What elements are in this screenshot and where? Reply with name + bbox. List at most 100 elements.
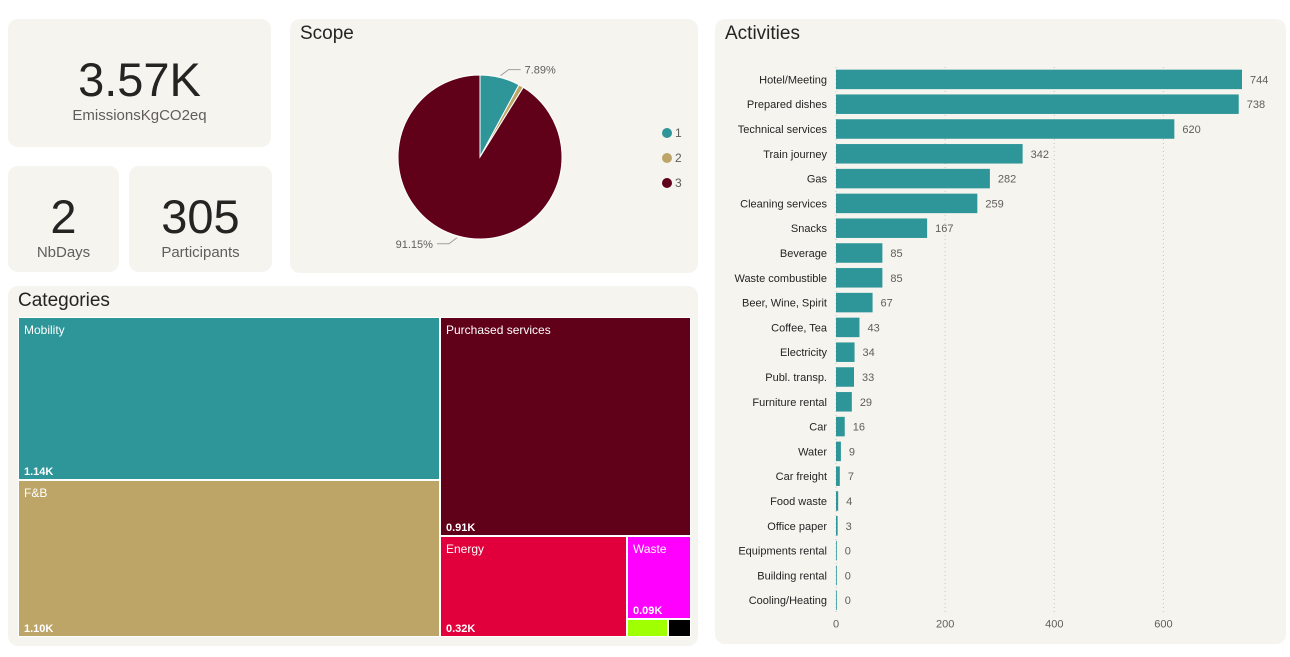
y-category-label: Food waste xyxy=(770,496,827,508)
treemap-cell-value: 0.91K xyxy=(446,522,476,534)
treemap-cell-value: 0.09K xyxy=(633,605,663,617)
bar-car[interactable] xyxy=(836,416,845,437)
bar-cleaning-services[interactable] xyxy=(836,193,978,214)
bar-water[interactable] xyxy=(836,441,841,462)
bar-data-label: 4 xyxy=(846,496,852,508)
legend-label-2: 2 xyxy=(675,151,682,165)
bar-furniture-rental[interactable] xyxy=(836,392,852,412)
activities-card: Activities 0 200 400 600 Hotel/Meeting 744 Pre… xyxy=(715,19,1286,644)
bar-hotel-meeting[interactable] xyxy=(836,69,1242,90)
bar-waste-combustible[interactable] xyxy=(836,268,883,288)
y-category-label: Coffee, Tea xyxy=(771,322,828,334)
bar-technical-services[interactable] xyxy=(836,119,1175,139)
bar-train-journey[interactable] xyxy=(836,144,1023,164)
bar-beer-wine-spirit[interactable] xyxy=(836,292,873,313)
y-category-label: Water xyxy=(798,446,827,458)
bar-data-label: 620 xyxy=(1182,124,1200,136)
categories-title: Categories xyxy=(18,290,110,311)
y-category-label: Equipments rental xyxy=(738,546,827,558)
bar-data-label: 16 xyxy=(853,422,865,434)
treemap-cell-value: 0.32K xyxy=(446,623,476,635)
y-category-label: Furniture rental xyxy=(752,397,827,409)
treemap-cell-mobility[interactable]: Mobility 1.14K xyxy=(18,317,440,480)
bar-food-waste[interactable] xyxy=(836,491,839,511)
y-category-label: Gas xyxy=(807,174,828,186)
bar-gas[interactable] xyxy=(836,168,990,189)
y-category-label: Waste combustible xyxy=(734,273,827,285)
y-category-label: Snacks xyxy=(791,223,828,235)
legend-label-1: 1 xyxy=(675,126,682,140)
treemap-cell-purchased-services[interactable]: Purchased services 0.91K xyxy=(440,317,691,536)
treemap-cell-waste[interactable]: Waste 0.09K xyxy=(627,536,691,619)
y-category-label: Car xyxy=(809,422,827,434)
bar-snacks[interactable] xyxy=(836,218,928,238)
treemap-cell-f-b[interactable]: F&B 1.10K xyxy=(18,480,440,637)
emissions-value: 3.57K xyxy=(78,53,201,106)
treemap-cell-value: 1.14K xyxy=(24,466,54,478)
nbdays-card: 2 NbDays xyxy=(8,166,119,272)
y-category-label: Hotel/Meeting xyxy=(759,74,827,86)
y-category-label: Cleaning services xyxy=(740,198,827,210)
pie-data-label: 7.89% xyxy=(525,65,556,77)
x-tick-label: 200 xyxy=(936,619,954,631)
scope-card: Scope 7.89% 91.15% 1 2 3 xyxy=(290,19,698,273)
y-category-label: Beer, Wine, Spirit xyxy=(742,298,827,310)
bar-data-label: 0 xyxy=(845,546,851,558)
bar-data-label: 744 xyxy=(1250,74,1268,86)
participants-card: 305 Participants xyxy=(129,166,272,272)
bar-data-label: 67 xyxy=(881,298,893,310)
pie-leader-line xyxy=(500,69,521,76)
nbdays-label: NbDays xyxy=(36,244,91,261)
bar-data-label: 34 xyxy=(863,347,875,359)
legend-label-3: 3 xyxy=(675,176,682,190)
bar-publ-transp-[interactable] xyxy=(836,367,855,387)
y-category-label: Train journey xyxy=(763,149,827,161)
treemap-cell-label: Waste xyxy=(633,542,667,556)
bar-data-label: 33 xyxy=(862,372,874,384)
bar-data-label: 85 xyxy=(890,273,902,285)
bar-coffee-tea[interactable] xyxy=(836,317,860,338)
categories-card: Categories Mobility 1.14K F&B 1.10K Purchase… xyxy=(8,286,698,646)
scope-title: Scope xyxy=(300,23,354,44)
x-tick-label: 0 xyxy=(833,619,839,631)
bar-data-label: 7 xyxy=(848,471,854,483)
bar-data-label: 85 xyxy=(890,248,902,260)
treemap-cell-label: F&B xyxy=(24,486,48,500)
treemap-cell-value: 1.10K xyxy=(24,623,54,635)
bar-equipments-rental[interactable] xyxy=(836,540,837,561)
y-category-label: Car freight xyxy=(776,471,827,483)
y-category-label: Cooling/Heating xyxy=(749,595,827,607)
participants-label: Participants xyxy=(161,244,240,261)
treemap-cell-label: Purchased services xyxy=(446,323,551,337)
x-tick-label: 600 xyxy=(1154,619,1172,631)
treemap-cell-other-5[interactable] xyxy=(627,619,668,637)
bar-electricity[interactable] xyxy=(836,342,855,362)
y-category-label: Prepared dishes xyxy=(747,99,828,111)
legend-marker-3 xyxy=(662,178,672,188)
y-category-label: Electricity xyxy=(780,347,828,359)
legend-marker-1 xyxy=(662,128,672,138)
y-category-label: Beverage xyxy=(780,248,827,260)
bar-data-label: 29 xyxy=(860,397,872,409)
bar-data-label: 342 xyxy=(1031,149,1049,161)
bar-prepared-dishes[interactable] xyxy=(836,94,1239,114)
emissions-label: EmissionsKgCO2eq xyxy=(72,107,207,124)
participants-value: 305 xyxy=(161,190,240,243)
bar-car-freight[interactable] xyxy=(836,466,840,486)
bar-data-label: 167 xyxy=(935,223,953,235)
pie-slice-3[interactable] xyxy=(397,74,563,240)
bar-office-paper[interactable] xyxy=(836,516,838,536)
bar-building-rental[interactable] xyxy=(836,565,837,586)
bar-cooling-heating[interactable] xyxy=(836,590,837,610)
y-category-label: Technical services xyxy=(738,124,828,136)
categories-treemap[interactable]: Mobility 1.14K F&B 1.10K Purchased services 0… xyxy=(18,317,691,637)
bar-data-label: 0 xyxy=(845,595,851,607)
bar-data-label: 9 xyxy=(849,446,855,458)
treemap-cell-energy[interactable]: Energy 0.32K xyxy=(440,536,627,637)
bar-beverage[interactable] xyxy=(836,243,883,263)
scope-pie-chart[interactable]: 7.89% 91.15% 1 2 3 xyxy=(290,19,698,273)
treemap-cell-other-6[interactable] xyxy=(668,619,691,637)
nbdays-value: 2 xyxy=(50,190,77,243)
bar-data-label: 259 xyxy=(985,198,1003,210)
